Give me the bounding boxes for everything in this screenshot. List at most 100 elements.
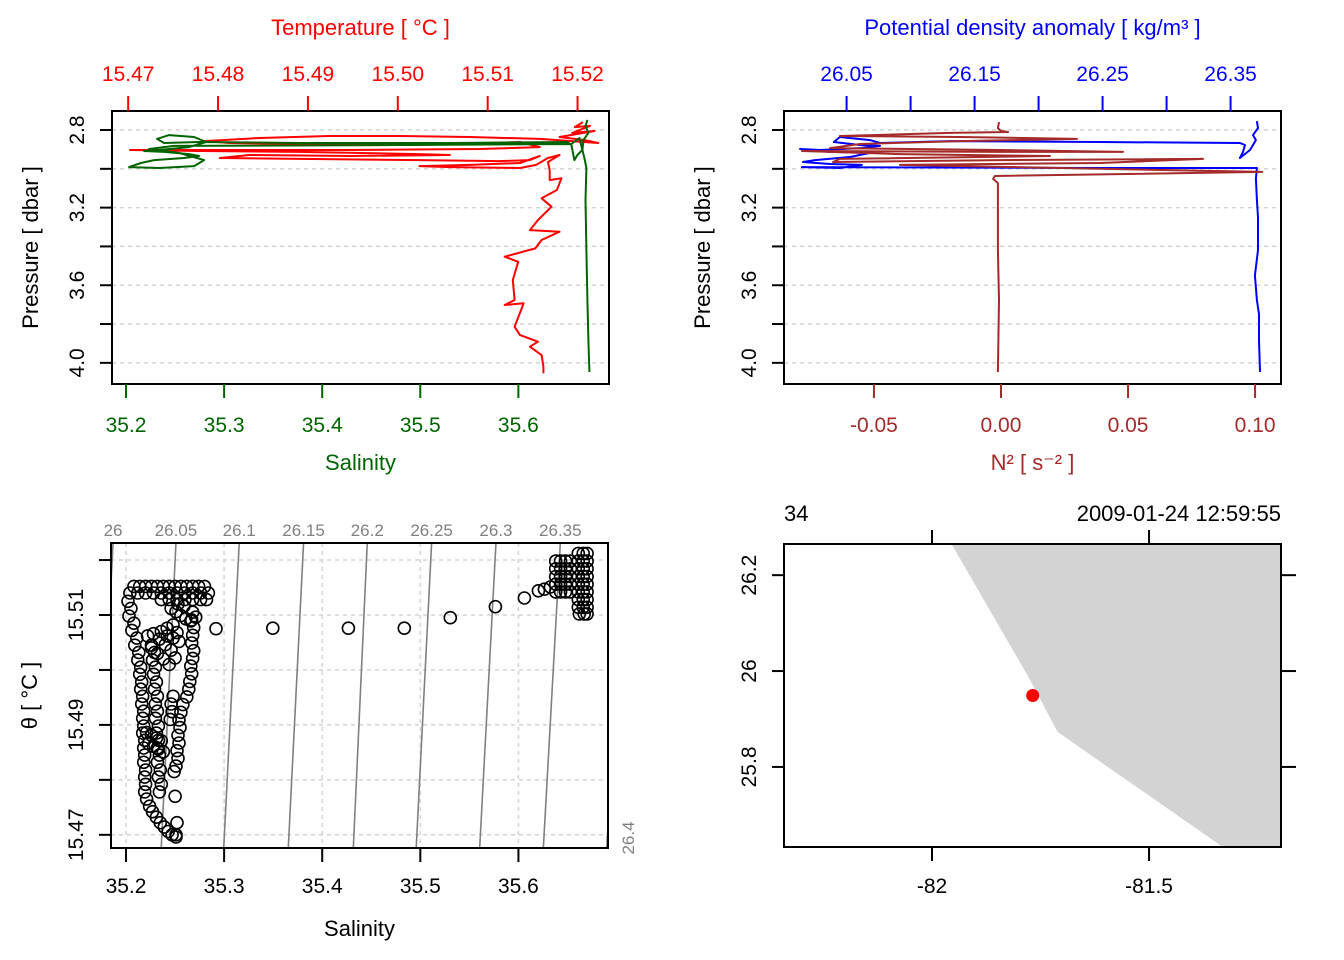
ts-point [183, 674, 197, 689]
ts-point [186, 643, 201, 658]
ts-point [173, 720, 187, 735]
plot-frame [783, 110, 1282, 385]
ts-point [153, 815, 168, 830]
latitude-tick-label: 26 [738, 659, 761, 682]
ts-point [122, 609, 136, 623]
ts-point [132, 645, 146, 660]
plot-area [784, 120, 1281, 373]
ts-point [553, 554, 568, 568]
bottom-axis-title: Salinity [325, 450, 396, 475]
ts-point [193, 592, 208, 607]
ts-point [184, 666, 199, 681]
bottom-axis-tick-label: 0.10 [1235, 414, 1276, 437]
ts-point [576, 577, 591, 592]
pressure-tick-label: 3.6 [66, 271, 89, 300]
temperature-salinity-profile-panel: 2.8 3.2 3.6 4.0 Pressure [ dbar ] 15.47 15.48 1… [18, 15, 610, 475]
pressure-tick-label: 2.8 [738, 115, 761, 144]
isopycnal-label: 26.05 [155, 521, 198, 540]
bottom-axis-title: N² [ s⁻² ] [991, 450, 1075, 475]
pressure-axis-label: Pressure [ dbar ] [18, 166, 43, 329]
ts-point [137, 770, 152, 784]
ts-point [134, 675, 149, 689]
bottom-axis-tick-label: 35.4 [302, 414, 343, 437]
ts-point [144, 641, 159, 655]
ts-point [171, 728, 185, 743]
ts-point [133, 682, 148, 697]
ts-point [154, 586, 169, 600]
isopycnal-label: 26 [104, 521, 123, 540]
ts-point [185, 651, 200, 666]
top-axis-tick-label: 15.51 [461, 63, 514, 86]
isopycnal-line [415, 543, 433, 848]
theta-axis-label: θ [ °C ] [17, 662, 42, 729]
ts-point [124, 601, 138, 616]
ts-point [571, 546, 586, 561]
ts-point [132, 667, 147, 682]
top-axis-title: Potential density anomaly [ kg/m³ ] [864, 15, 1200, 40]
top-axis-tick-label: 15.50 [372, 63, 425, 86]
latitude-tick-label: 25.8 [738, 746, 761, 787]
ts-point [199, 592, 214, 607]
ts-point [201, 586, 216, 600]
ts-point [531, 583, 546, 598]
ts-point [166, 631, 180, 645]
ts-point [169, 827, 183, 842]
ts-point [131, 653, 145, 667]
ts-point [580, 577, 594, 592]
ts-point [134, 697, 149, 711]
isopycnal-line [542, 543, 562, 848]
ts-point [180, 690, 194, 704]
ts-point [576, 585, 591, 599]
pressure-tick-label: 4.0 [66, 348, 89, 377]
ts-point [172, 713, 186, 727]
ts-point [548, 577, 563, 592]
plot-frame [783, 543, 1282, 848]
ts-point [517, 591, 532, 605]
ts-point [138, 763, 153, 777]
ts-point [576, 600, 591, 615]
isopycnal-label: 26.1 [223, 521, 256, 540]
ts-point [553, 561, 568, 576]
ts-point [131, 586, 145, 600]
ts-point [171, 597, 185, 611]
ts-point [167, 764, 181, 779]
ts-point [139, 792, 154, 806]
pressure-tick-label: 3.2 [738, 193, 761, 222]
theta-tick-label: 15.51 [65, 589, 88, 642]
bottom-axis-tick-label: 35.5 [400, 414, 441, 437]
top-axis-tick-label: 26.25 [1076, 63, 1129, 86]
ts-point [152, 785, 167, 799]
station-time-text: 2009-01-24 12:59:55 [1077, 501, 1281, 526]
ts-point [341, 621, 356, 636]
ts-point [150, 704, 165, 719]
ts-point [572, 607, 587, 621]
top-axis-tick-label: 26.15 [948, 63, 1001, 86]
ts-point [157, 820, 172, 834]
salinity-tick-label: 35.3 [204, 875, 245, 898]
isopycnal-line [222, 543, 241, 848]
ts-point [162, 586, 176, 600]
ts-point [174, 705, 188, 720]
ts-point [184, 636, 199, 650]
ts-point [553, 569, 568, 584]
plot-frame [110, 542, 609, 849]
ts-point [160, 629, 174, 643]
ts-point [128, 638, 142, 653]
ts-point [154, 592, 169, 607]
top-axis-tick-label: 26.05 [820, 63, 873, 86]
longitude-tick-label: -81.5 [1125, 875, 1173, 898]
isopycnal-label: 26.35 [539, 521, 582, 540]
station-id-text: 34 [784, 501, 808, 526]
ts-point [153, 763, 168, 777]
n2-profile-line [801, 121, 1264, 373]
ts-diagram-panel: 26 26.05 26.1 26.15 26.2 26.25 26.3 26.35 26.4 15… [17, 521, 638, 941]
bottom-axis-tick-label: 35.3 [204, 414, 245, 437]
ts-point [209, 621, 223, 636]
ts-point [580, 600, 594, 615]
theta-tick-label: 15.47 [65, 809, 88, 862]
ts-point [133, 660, 148, 675]
ts-point [165, 704, 179, 719]
ts-point [553, 585, 568, 599]
ts-point [166, 618, 180, 632]
